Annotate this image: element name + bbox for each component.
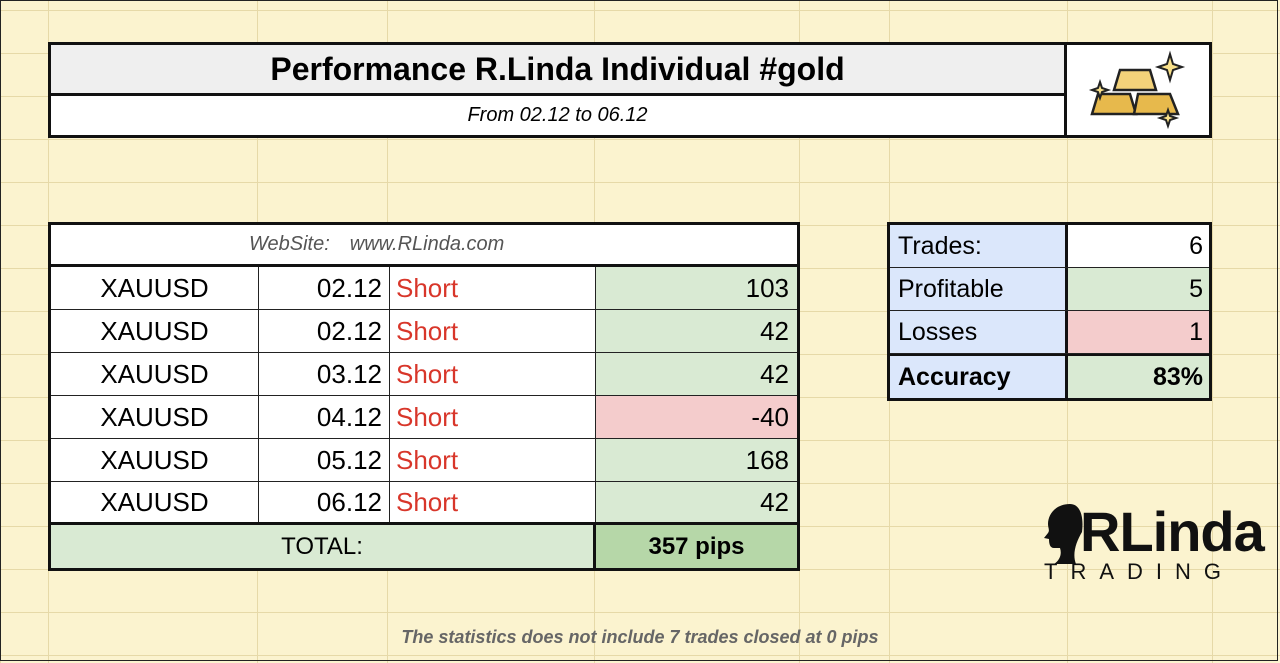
stats-row-losses: Losses 1 xyxy=(890,311,1209,354)
trade-row: XAUUSD 02.12 Short 103 xyxy=(51,267,797,310)
trade-row: XAUUSD 06.12 Short 42 xyxy=(51,482,797,525)
trade-direction[interactable]: Short xyxy=(390,353,596,395)
report-title[interactable]: Performance R.Linda Individual #gold xyxy=(51,45,1067,96)
rlinda-trading-logo: RLinda TRADING xyxy=(1040,500,1265,590)
trade-direction[interactable]: Short xyxy=(390,482,596,522)
trade-pips[interactable]: 42 xyxy=(596,310,797,352)
report-header: Performance R.Linda Individual #gold Fro… xyxy=(48,42,1212,138)
total-label[interactable]: TOTAL: xyxy=(51,525,596,568)
statistics-note: The statistics does not include 7 trades… xyxy=(401,627,879,647)
trade-date[interactable]: 05.12 xyxy=(259,439,390,481)
trade-pips[interactable]: 103 xyxy=(596,267,797,309)
trade-date[interactable]: 03.12 xyxy=(259,353,390,395)
trades-value[interactable]: 6 xyxy=(1068,225,1209,267)
trades-label[interactable]: Trades: xyxy=(890,225,1068,267)
woman-profile-icon xyxy=(1044,504,1083,564)
trade-date[interactable]: 06.12 xyxy=(259,482,390,522)
date-range[interactable]: From 02.12 to 06.12 xyxy=(51,96,1067,135)
total-value[interactable]: 357 pips xyxy=(596,525,797,568)
trade-pips[interactable]: 42 xyxy=(596,353,797,395)
trade-row: XAUUSD 02.12 Short 42 xyxy=(51,310,797,353)
profitable-label[interactable]: Profitable xyxy=(890,268,1068,310)
website-url[interactable]: www.RLinda.com xyxy=(349,233,505,255)
trade-row: XAUUSD 04.12 Short -40 xyxy=(51,396,797,439)
total-row: TOTAL: 357 pips xyxy=(51,525,797,568)
trade-direction[interactable]: Short xyxy=(390,439,596,481)
trade-row: XAUUSD 05.12 Short 168 xyxy=(51,439,797,482)
trade-date[interactable]: 02.12 xyxy=(259,310,390,352)
website-label: WebSite: xyxy=(249,233,330,255)
accuracy-value[interactable]: 83% xyxy=(1068,356,1209,398)
brand-name: RLinda xyxy=(1080,500,1265,563)
website-row[interactable]: WebSite: www.RLinda.com xyxy=(51,225,797,267)
losses-value[interactable]: 1 xyxy=(1068,311,1209,353)
trade-symbol[interactable]: XAUUSD xyxy=(51,353,259,395)
trade-pips[interactable]: 168 xyxy=(596,439,797,481)
trade-direction[interactable]: Short xyxy=(390,310,596,352)
stats-row-trades: Trades: 6 xyxy=(890,225,1209,268)
profitable-value[interactable]: 5 xyxy=(1068,268,1209,310)
stats-table: Trades: 6 Profitable 5 Losses 1 Accuracy… xyxy=(887,222,1212,401)
stats-row-profitable: Profitable 5 xyxy=(890,268,1209,311)
trade-direction[interactable]: Short xyxy=(390,267,596,309)
trade-symbol[interactable]: XAUUSD xyxy=(51,310,259,352)
trade-row: XAUUSD 03.12 Short 42 xyxy=(51,353,797,396)
brand-tagline: TRADING xyxy=(1044,559,1234,584)
gold-bars-icon xyxy=(1067,45,1209,135)
trade-pips[interactable]: 42 xyxy=(596,482,797,522)
trade-date[interactable]: 04.12 xyxy=(259,396,390,438)
trade-direction[interactable]: Short xyxy=(390,396,596,438)
trade-pips[interactable]: -40 xyxy=(596,396,797,438)
trade-date[interactable]: 02.12 xyxy=(259,267,390,309)
trade-symbol[interactable]: XAUUSD xyxy=(51,439,259,481)
trade-symbol[interactable]: XAUUSD xyxy=(51,482,259,522)
accuracy-label[interactable]: Accuracy xyxy=(890,356,1068,398)
stats-row-accuracy: Accuracy 83% xyxy=(890,354,1209,398)
trades-table: WebSite: www.RLinda.com XAUUSD 02.12 Short… xyxy=(48,222,800,571)
losses-label[interactable]: Losses xyxy=(890,311,1068,353)
trade-symbol[interactable]: XAUUSD xyxy=(51,267,259,309)
grid-line xyxy=(1212,0,1213,663)
trade-symbol[interactable]: XAUUSD xyxy=(51,396,259,438)
